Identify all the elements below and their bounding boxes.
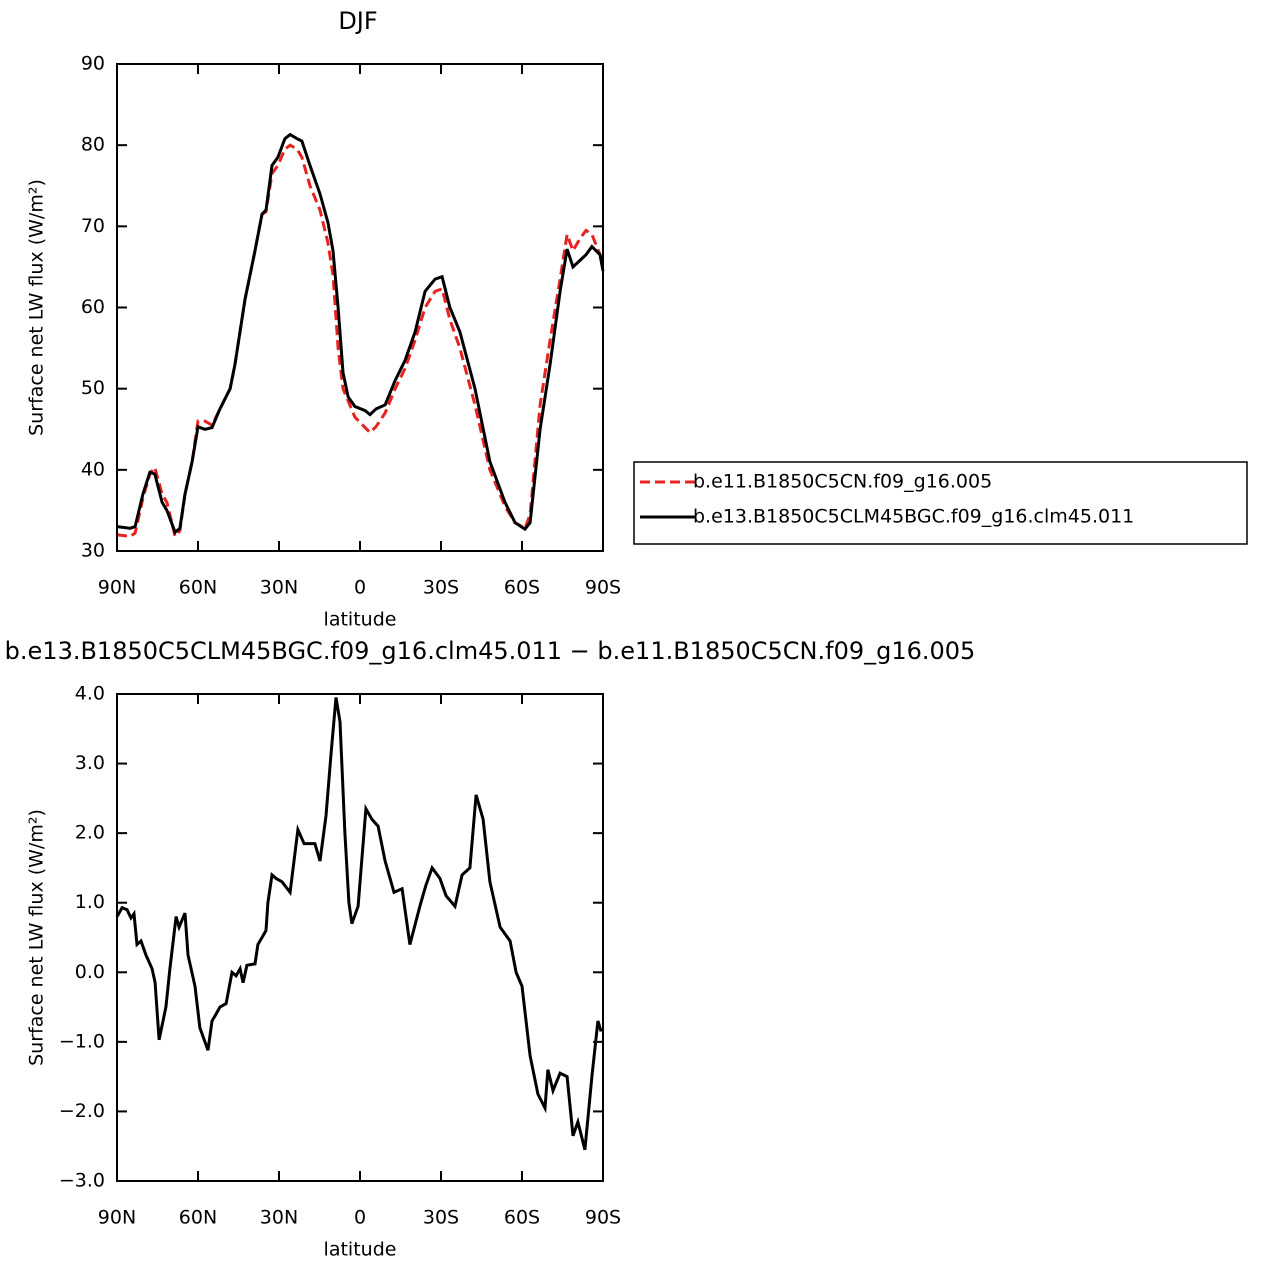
x-tick-label: 90N xyxy=(98,577,136,599)
y-tick-label: −1.0 xyxy=(59,1030,105,1052)
x-tick-label: 60N xyxy=(179,577,217,599)
y-tick-label: 3.0 xyxy=(75,752,105,774)
data-line xyxy=(116,143,605,540)
y-tick-label: 60 xyxy=(81,296,105,318)
legend-label: b.e13.B1850C5CLM45BGC.f09_g16.clm45.011 xyxy=(693,506,1134,528)
y-tick-label: 70 xyxy=(81,215,105,237)
panel: b.e13.B1850C5CLM45BGC.f09_g16.clm45.011 … xyxy=(5,637,976,1261)
data-line xyxy=(115,697,603,1151)
y-axis-label: Surface net LW flux (W/m²) xyxy=(26,809,48,1066)
x-tick-label: 90N xyxy=(98,1207,136,1229)
y-tick-label: 4.0 xyxy=(75,683,105,705)
y-tick-label: 2.0 xyxy=(75,822,105,844)
panel: DJF latitude Surface net LW flux (W/m²) 90N… xyxy=(26,7,1248,631)
y-axis-label: Surface net LW flux (W/m²) xyxy=(26,179,48,436)
x-tick-label: 60N xyxy=(179,1207,217,1229)
x-tick-label: 60S xyxy=(504,1207,540,1229)
y-tick-label: 50 xyxy=(81,377,105,399)
y-tick-label: 40 xyxy=(81,458,105,480)
x-tick-label: 30N xyxy=(260,1207,298,1229)
x-tick-label: 30N xyxy=(260,577,298,599)
x-tick-label: 30S xyxy=(423,1207,459,1229)
x-axis-label: latitude xyxy=(324,609,397,631)
legend: b.e11.B1850C5CN.f09_g16.005 b.e13.B1850C5… xyxy=(633,461,1248,545)
x-tick-label: 30S xyxy=(423,577,459,599)
data-line xyxy=(116,132,605,535)
plot-frame xyxy=(116,693,604,1182)
y-tick-label: 0.0 xyxy=(75,961,105,983)
y-tick-label: 80 xyxy=(81,134,105,156)
x-tick-label: 0 xyxy=(354,1207,366,1229)
x-tick-label: 0 xyxy=(354,577,366,599)
x-tick-label: 90S xyxy=(585,577,621,599)
legend-box xyxy=(633,461,1248,545)
x-tick-label: 90S xyxy=(585,1207,621,1229)
plot-frame xyxy=(116,63,604,552)
chart-title: b.e13.B1850C5CLM45BGC.f09_g16.clm45.011 … xyxy=(5,637,976,665)
y-tick-label: −3.0 xyxy=(59,1170,105,1192)
y-tick-label: 30 xyxy=(81,540,105,562)
y-tick-label: 90 xyxy=(81,53,105,75)
x-axis-label: latitude xyxy=(324,1239,397,1261)
y-tick-label: 1.0 xyxy=(75,891,105,913)
chart-title: DJF xyxy=(338,7,377,35)
x-tick-label: 60S xyxy=(504,577,540,599)
y-tick-label: −2.0 xyxy=(59,1100,105,1122)
legend-label: b.e11.B1850C5CN.f09_g16.005 xyxy=(693,471,992,493)
